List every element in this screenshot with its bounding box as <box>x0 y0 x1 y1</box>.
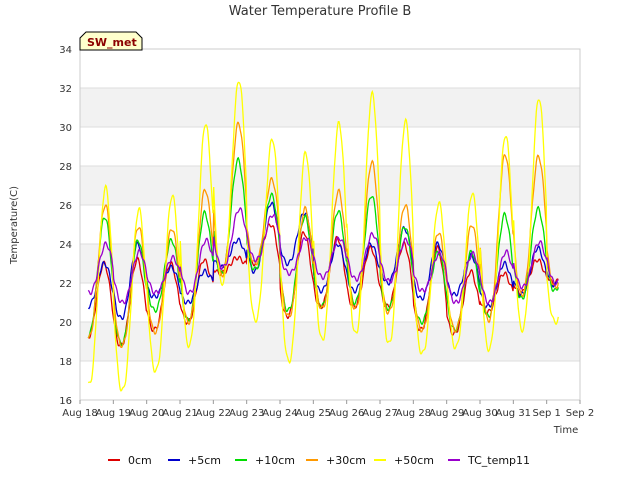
y-tick-label: 22 <box>59 279 72 290</box>
y-tick-label: 16 <box>59 396 72 407</box>
x-tick-label: Aug 24 <box>262 408 297 419</box>
x-tick-label: Aug 27 <box>362 408 397 419</box>
site-label: SW_met <box>87 36 137 49</box>
plot-frame <box>79 48 581 401</box>
grid-band <box>80 49 580 88</box>
legend-label: +50cm <box>394 454 434 467</box>
grid-band <box>80 322 580 361</box>
y-axis: 16 18 20 22 24 26 28 30 32 34 <box>59 45 72 407</box>
chart-title: Water Temperature Profile B <box>229 4 412 19</box>
x-tick-label: Aug 25 <box>296 408 331 419</box>
series-line-+50cm <box>87 81 559 392</box>
x-tick-label: Aug 20 <box>129 408 164 419</box>
grid-band <box>80 205 580 244</box>
grid-band <box>80 361 580 400</box>
x-tick-label: Aug 23 <box>229 408 264 419</box>
x-tick-label: Aug 31 <box>496 408 531 419</box>
y-tick-label: 28 <box>59 162 72 173</box>
y-tick-label: 32 <box>59 84 72 95</box>
x-tick-label: Aug 30 <box>462 408 497 419</box>
series-line-TC_temp11 <box>87 207 559 306</box>
grid-band <box>80 283 580 322</box>
y-tick-label: 24 <box>59 240 72 251</box>
legend-label: +10cm <box>255 454 295 467</box>
x-axis-label: Time <box>553 425 578 436</box>
x-tick-label: Sep 1 <box>532 408 560 419</box>
legend-label: TC_temp11 <box>467 454 530 467</box>
y-tick-label: 34 <box>59 45 72 56</box>
y-tick-label: 18 <box>59 357 72 368</box>
y-tick-label: 30 <box>59 123 72 134</box>
x-tick-label: Aug 29 <box>429 408 464 419</box>
grid-bands <box>80 49 580 401</box>
y-tick-label: 26 <box>59 201 72 212</box>
x-tick-label: Sep 2 <box>566 408 594 419</box>
x-tick-label: Aug 22 <box>196 408 231 419</box>
site-label-box: SW_met <box>79 31 143 51</box>
y-tick-label: 20 <box>59 318 72 329</box>
x-tick-label: Aug 19 <box>96 408 131 419</box>
grid-band <box>80 88 580 127</box>
legend: 0cm +5cm +10cm +30cm +50cm TC_temp11 <box>108 454 530 467</box>
legend-label: +30cm <box>326 454 366 467</box>
legend-label: +5cm <box>188 454 221 467</box>
x-tick-label: Aug 18 <box>62 408 97 419</box>
grid-band <box>80 166 580 205</box>
legend-label: 0cm <box>128 454 152 467</box>
grid-band <box>80 127 580 166</box>
x-tick-label: Aug 21 <box>162 408 197 419</box>
y-axis-label: Temperature(C) <box>9 186 20 265</box>
series-lines <box>87 81 559 392</box>
x-tick-label: Aug 28 <box>396 408 431 419</box>
x-tick-label: Aug 26 <box>329 408 364 419</box>
